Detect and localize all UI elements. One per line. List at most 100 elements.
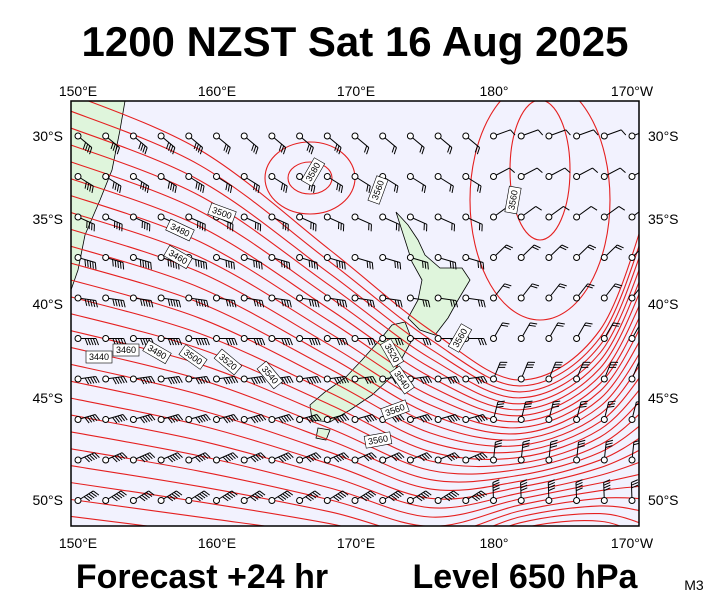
station <box>103 498 109 504</box>
station <box>158 133 164 139</box>
station <box>518 498 524 504</box>
barb-feather <box>226 260 227 267</box>
barb-feather <box>196 259 197 266</box>
station <box>546 214 552 220</box>
level-label: Level 650 hPa <box>413 558 639 596</box>
barb-feather <box>367 261 368 268</box>
station <box>241 133 247 139</box>
station <box>103 255 109 261</box>
station <box>601 174 607 180</box>
station <box>214 498 220 504</box>
station <box>435 457 441 463</box>
station <box>186 336 192 342</box>
station <box>601 133 607 139</box>
station <box>546 498 552 504</box>
barb-feather <box>262 262 263 269</box>
station <box>269 214 275 220</box>
station <box>186 133 192 139</box>
station <box>380 498 386 504</box>
station <box>103 295 109 301</box>
station <box>297 417 303 423</box>
lat-label-left: 30°S <box>32 128 63 144</box>
barb-feather <box>281 260 282 267</box>
station <box>75 214 81 220</box>
station <box>380 133 386 139</box>
station <box>546 336 552 342</box>
station <box>297 174 303 180</box>
station <box>574 498 580 504</box>
station <box>103 214 109 220</box>
station <box>214 376 220 382</box>
barb-feather <box>428 262 429 269</box>
station <box>269 133 275 139</box>
station <box>241 457 247 463</box>
station <box>186 376 192 382</box>
station <box>297 255 303 261</box>
station <box>103 336 109 342</box>
barb-feather <box>425 262 426 269</box>
station <box>380 295 386 301</box>
station <box>241 498 247 504</box>
barb-feather <box>481 262 482 269</box>
barb-feather <box>397 262 398 269</box>
lon-label-top: 150°E <box>59 83 97 99</box>
station <box>629 376 635 382</box>
station <box>574 417 580 423</box>
station <box>380 376 386 382</box>
station <box>546 417 552 423</box>
barb-feather <box>317 262 318 269</box>
barb-feather <box>455 262 456 269</box>
station <box>269 457 275 463</box>
station <box>380 255 386 261</box>
station <box>435 417 441 423</box>
barb-feather <box>88 260 89 267</box>
station <box>601 498 607 504</box>
station <box>407 336 413 342</box>
barb-feather <box>118 261 119 268</box>
station <box>214 133 220 139</box>
station <box>463 255 469 261</box>
station <box>491 174 497 180</box>
station <box>574 133 580 139</box>
barb-feather <box>254 260 255 267</box>
station <box>435 295 441 301</box>
station <box>574 336 580 342</box>
lon-label-bottom: 180° <box>480 535 509 551</box>
station <box>352 376 358 382</box>
station <box>352 255 358 261</box>
station <box>269 174 275 180</box>
barb-feather <box>372 262 373 269</box>
station <box>324 376 330 382</box>
contour-label-box: 3440 <box>86 351 112 363</box>
station <box>380 457 386 463</box>
lat-label-left: 35°S <box>32 211 63 227</box>
barb-feather <box>453 262 454 269</box>
station <box>352 336 358 342</box>
lon-label-bottom: 170°E <box>337 535 375 551</box>
barb-feather <box>229 261 230 268</box>
station <box>546 376 552 382</box>
barb-feather <box>337 260 338 267</box>
station <box>601 255 607 261</box>
station <box>324 457 330 463</box>
station <box>130 457 136 463</box>
product-code: M3 <box>684 577 704 593</box>
barb-feather <box>284 261 285 268</box>
station <box>158 174 164 180</box>
station <box>324 498 330 504</box>
station <box>629 133 635 139</box>
barb-feather <box>312 261 313 268</box>
station <box>269 336 275 342</box>
station <box>297 133 303 139</box>
station <box>574 457 580 463</box>
station <box>601 457 607 463</box>
barb-feather <box>643 284 650 286</box>
station <box>103 376 109 382</box>
forecast-label: Forecast +24 hr <box>76 558 328 596</box>
station <box>214 295 220 301</box>
barb-feather <box>395 261 396 268</box>
lon-label-top: 160°E <box>198 83 236 99</box>
station <box>214 336 220 342</box>
station <box>130 417 136 423</box>
